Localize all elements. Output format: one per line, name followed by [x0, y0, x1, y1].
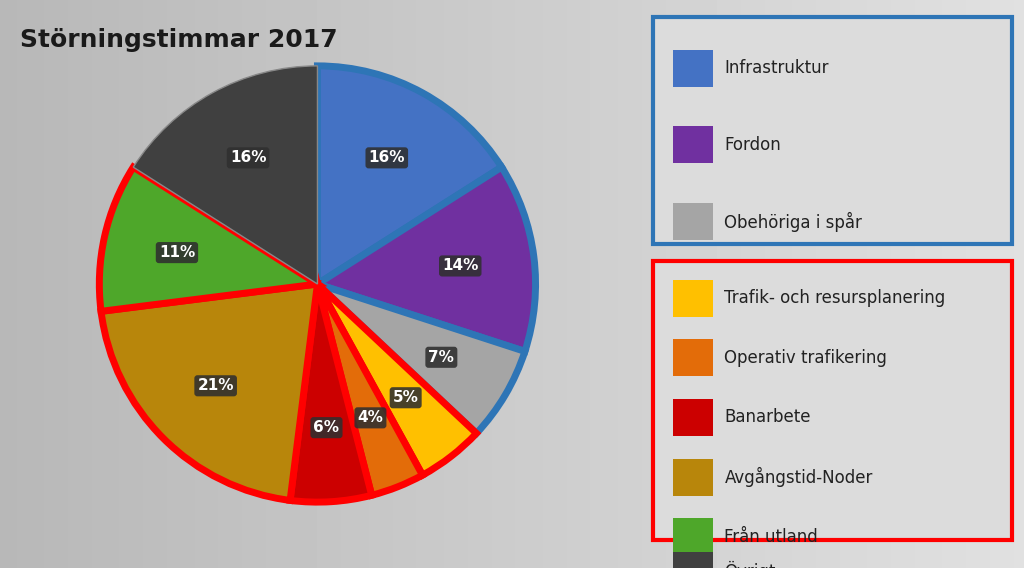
Text: 7%: 7% — [428, 350, 455, 365]
Text: Obehöriga i spår: Obehöriga i spår — [724, 211, 862, 232]
Wedge shape — [317, 284, 525, 433]
Wedge shape — [99, 167, 317, 311]
FancyBboxPatch shape — [653, 17, 1012, 244]
Wedge shape — [317, 284, 476, 475]
Text: 6%: 6% — [313, 420, 340, 435]
Text: 14%: 14% — [442, 258, 478, 273]
FancyBboxPatch shape — [673, 126, 713, 164]
FancyBboxPatch shape — [673, 340, 713, 377]
Text: 16%: 16% — [229, 151, 266, 165]
FancyBboxPatch shape — [653, 261, 1012, 540]
Text: Operativ trafikering: Operativ trafikering — [724, 349, 887, 367]
FancyBboxPatch shape — [673, 552, 713, 568]
FancyBboxPatch shape — [673, 203, 713, 240]
Text: Övrigt: Övrigt — [724, 561, 776, 568]
Wedge shape — [133, 66, 317, 284]
Wedge shape — [290, 284, 372, 502]
Text: Avgångstid-Noder: Avgångstid-Noder — [724, 467, 872, 487]
FancyBboxPatch shape — [673, 459, 713, 495]
FancyBboxPatch shape — [673, 399, 713, 436]
Text: Banarbete: Banarbete — [724, 408, 811, 427]
Text: Från utland: Från utland — [724, 528, 818, 546]
Wedge shape — [317, 66, 502, 284]
FancyBboxPatch shape — [673, 49, 713, 86]
Wedge shape — [101, 284, 317, 500]
Text: Infrastruktur: Infrastruktur — [724, 59, 828, 77]
Wedge shape — [317, 167, 536, 352]
Text: 21%: 21% — [198, 378, 233, 393]
FancyBboxPatch shape — [673, 519, 713, 556]
Text: 16%: 16% — [369, 151, 406, 165]
Text: Fordon: Fordon — [724, 136, 781, 154]
Text: 4%: 4% — [357, 410, 383, 425]
Text: Störningstimmar 2017: Störningstimmar 2017 — [20, 28, 338, 52]
Text: 5%: 5% — [393, 390, 419, 405]
Text: Trafik- och resursplanering: Trafik- och resursplanering — [724, 289, 945, 307]
Text: 11%: 11% — [159, 245, 196, 260]
FancyBboxPatch shape — [673, 280, 713, 317]
Wedge shape — [317, 284, 423, 495]
